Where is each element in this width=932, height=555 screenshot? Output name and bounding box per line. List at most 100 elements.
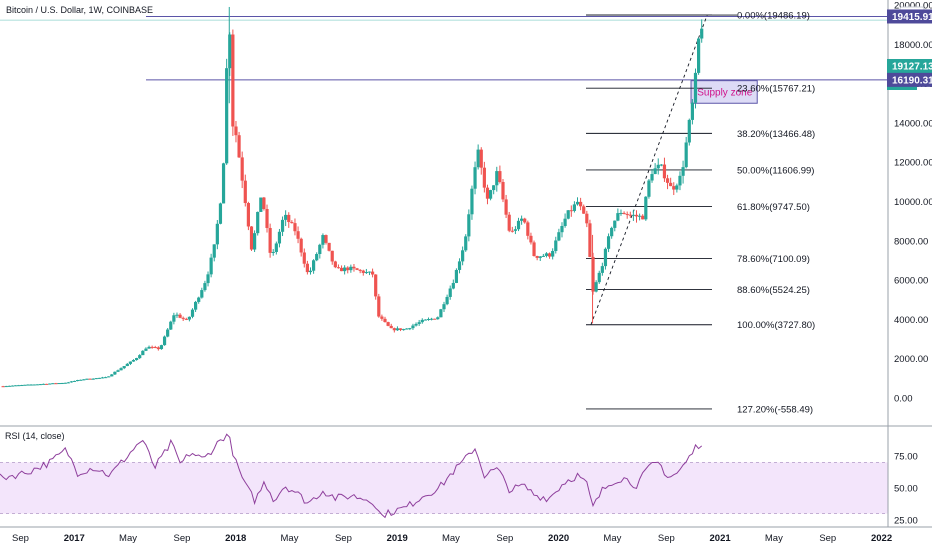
price-tick-label: 14000.00 — [894, 118, 932, 129]
candle-body — [606, 236, 611, 249]
candle-body — [343, 267, 347, 272]
candle-body — [218, 203, 223, 224]
candle-body — [383, 318, 387, 323]
price-tick-label: 20000.00 — [894, 1, 932, 12]
candle-body — [206, 274, 210, 284]
candle-body — [697, 38, 701, 73]
candle-body — [389, 325, 393, 329]
candle-body — [513, 229, 518, 231]
candle-body — [249, 226, 254, 250]
candle-body — [253, 233, 257, 250]
candle-body — [76, 380, 80, 382]
candle-body — [138, 355, 142, 359]
candle-body — [82, 379, 86, 381]
candle-body — [66, 382, 70, 384]
candle-body — [672, 186, 676, 190]
price-tick-label: 8000.00 — [894, 236, 928, 247]
candle-body — [287, 214, 291, 223]
candle-body — [461, 250, 465, 262]
price-label-text: 16190.31 — [892, 75, 932, 86]
candle-body — [166, 329, 170, 337]
candle-body — [293, 223, 297, 232]
time-tick-label: May — [765, 533, 783, 544]
candle-body — [501, 181, 505, 200]
candle-body — [63, 382, 67, 384]
candle-body — [442, 304, 446, 310]
candle-body — [367, 271, 372, 273]
candle-body — [454, 269, 459, 283]
candle-body — [510, 230, 514, 232]
candle-body — [616, 213, 620, 221]
candle-body — [4, 386, 8, 388]
candle-body — [690, 102, 694, 120]
time-tick-label: May — [442, 533, 460, 544]
fib-trend-line — [590, 14, 708, 325]
candle-body — [579, 201, 583, 207]
candle-body — [659, 164, 663, 166]
candle-body — [119, 368, 123, 371]
candle-body — [482, 167, 486, 188]
candle-body — [554, 240, 558, 251]
candle-body — [656, 164, 660, 169]
price-label-text: 19127.13 — [892, 62, 932, 73]
candle-body — [693, 72, 698, 103]
candle-body — [529, 235, 533, 243]
candle-body — [547, 253, 552, 257]
rsi-tick-label: 25.00 — [894, 516, 918, 527]
candle-body — [650, 174, 654, 181]
candle-body — [662, 164, 667, 179]
candle-body — [280, 219, 285, 232]
candle-body — [284, 214, 288, 220]
candle-body — [240, 157, 244, 181]
candle-body — [128, 361, 133, 364]
candle-body — [35, 384, 39, 386]
candle-body — [88, 378, 92, 380]
candle-body — [44, 383, 49, 385]
candle-body — [395, 328, 400, 331]
time-tick-label: 2018 — [225, 533, 246, 544]
candle-body — [41, 383, 46, 385]
candle-body — [330, 250, 334, 262]
candles-group — [1, 6, 704, 388]
candle-body — [333, 261, 337, 268]
price-label-text: 19415.91 — [892, 12, 932, 23]
candle-body — [85, 378, 89, 380]
candle-body — [644, 196, 648, 220]
price-tick-label: 6000.00 — [894, 276, 928, 287]
candle-body — [358, 269, 362, 271]
candle-body — [476, 149, 480, 168]
candle-body — [38, 384, 42, 386]
candle-body — [17, 385, 21, 387]
candle-body — [470, 188, 474, 215]
candle-body — [380, 316, 384, 319]
rsi-tick-label: 75.00 — [894, 452, 918, 463]
candle-body — [684, 142, 688, 168]
fib-level-label: 23.60%(15767.21) — [737, 84, 815, 95]
candle-body — [302, 252, 306, 264]
candle-body — [575, 201, 580, 205]
candle-body — [141, 350, 145, 356]
candle-body — [370, 271, 375, 275]
candle-body — [495, 171, 499, 186]
candle-body — [265, 209, 269, 228]
candle-body — [588, 223, 592, 257]
supply-zone-box — [690, 80, 758, 104]
rsi-tick-label: 50.00 — [894, 484, 918, 495]
candle-body — [445, 296, 449, 305]
candle-body — [162, 336, 167, 346]
candle-body — [94, 378, 98, 380]
rsi-band — [0, 462, 888, 514]
candle-body — [91, 378, 95, 380]
fib-level-label: 88.60%(5524.25) — [737, 285, 810, 296]
time-tick-label: 2022 — [871, 533, 892, 544]
candle-body — [439, 309, 443, 318]
candle-body — [156, 347, 160, 350]
candle-body — [420, 319, 424, 323]
candle-body — [271, 251, 275, 253]
candle-body — [653, 168, 657, 175]
candle-body — [54, 383, 58, 385]
candle-body — [569, 210, 573, 212]
candle-body — [51, 383, 55, 385]
candle-body — [296, 231, 300, 239]
